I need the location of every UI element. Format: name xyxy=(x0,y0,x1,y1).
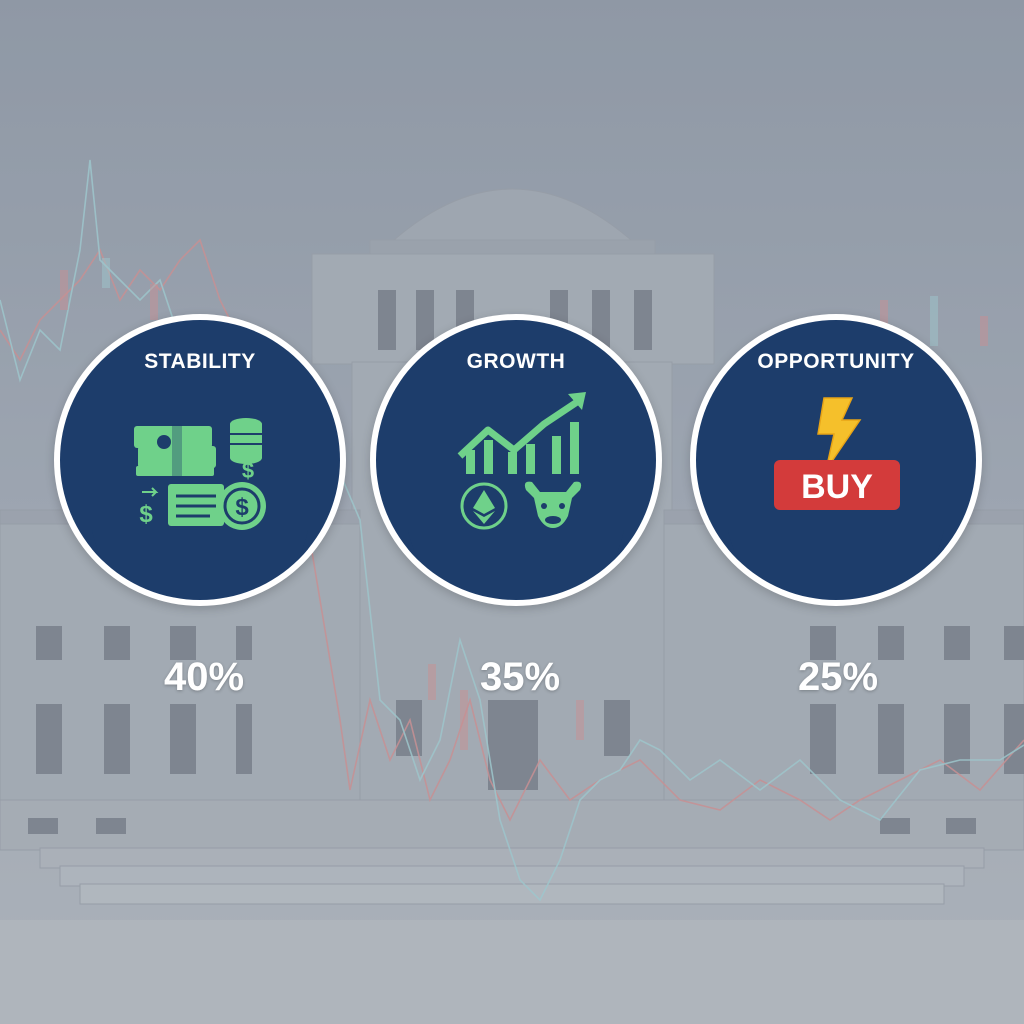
growth-label: GROWTH xyxy=(466,350,566,373)
stability-icons: $ $ $ xyxy=(134,418,266,530)
growth-percent: 35% xyxy=(479,655,561,699)
opportunity-card: OPPORTUNITY BUY xyxy=(690,314,982,606)
opportunity-label: OPPORTUNITY xyxy=(757,350,915,373)
opportunity-percent: 25% xyxy=(797,655,879,699)
market-candles xyxy=(60,258,988,750)
lightning-icon xyxy=(817,397,862,471)
bull-icon xyxy=(524,481,582,528)
growth-card: GROWTH xyxy=(370,314,662,606)
market-lines xyxy=(0,159,1024,902)
growth-chart-icon xyxy=(457,392,586,474)
growth-icons xyxy=(457,392,586,530)
coin-stack-icon xyxy=(230,418,262,464)
growth-progress-arc xyxy=(390,520,642,600)
svg-text:$: $ xyxy=(235,494,249,521)
opportunity-progress-arc xyxy=(710,520,962,600)
stability-card: STABILITY $ $ xyxy=(54,314,346,606)
stability-progress-arc xyxy=(74,520,326,600)
ethereum-coin-icon xyxy=(460,482,508,530)
opportunity-icons: BUY xyxy=(774,397,900,510)
stability-percent: 40% xyxy=(163,655,245,699)
dollar-coin-icon: $ xyxy=(218,482,266,530)
cash-stack-icon xyxy=(134,424,216,476)
svg-text:$: $ xyxy=(139,501,153,528)
dollar-sign-icon: $ xyxy=(242,458,254,483)
buy-badge-text: BUY xyxy=(801,468,873,506)
transfer-dollar-icon: $ xyxy=(139,484,224,528)
stability-label: STABILITY xyxy=(144,350,256,373)
buy-badge-icon: BUY xyxy=(774,460,900,510)
